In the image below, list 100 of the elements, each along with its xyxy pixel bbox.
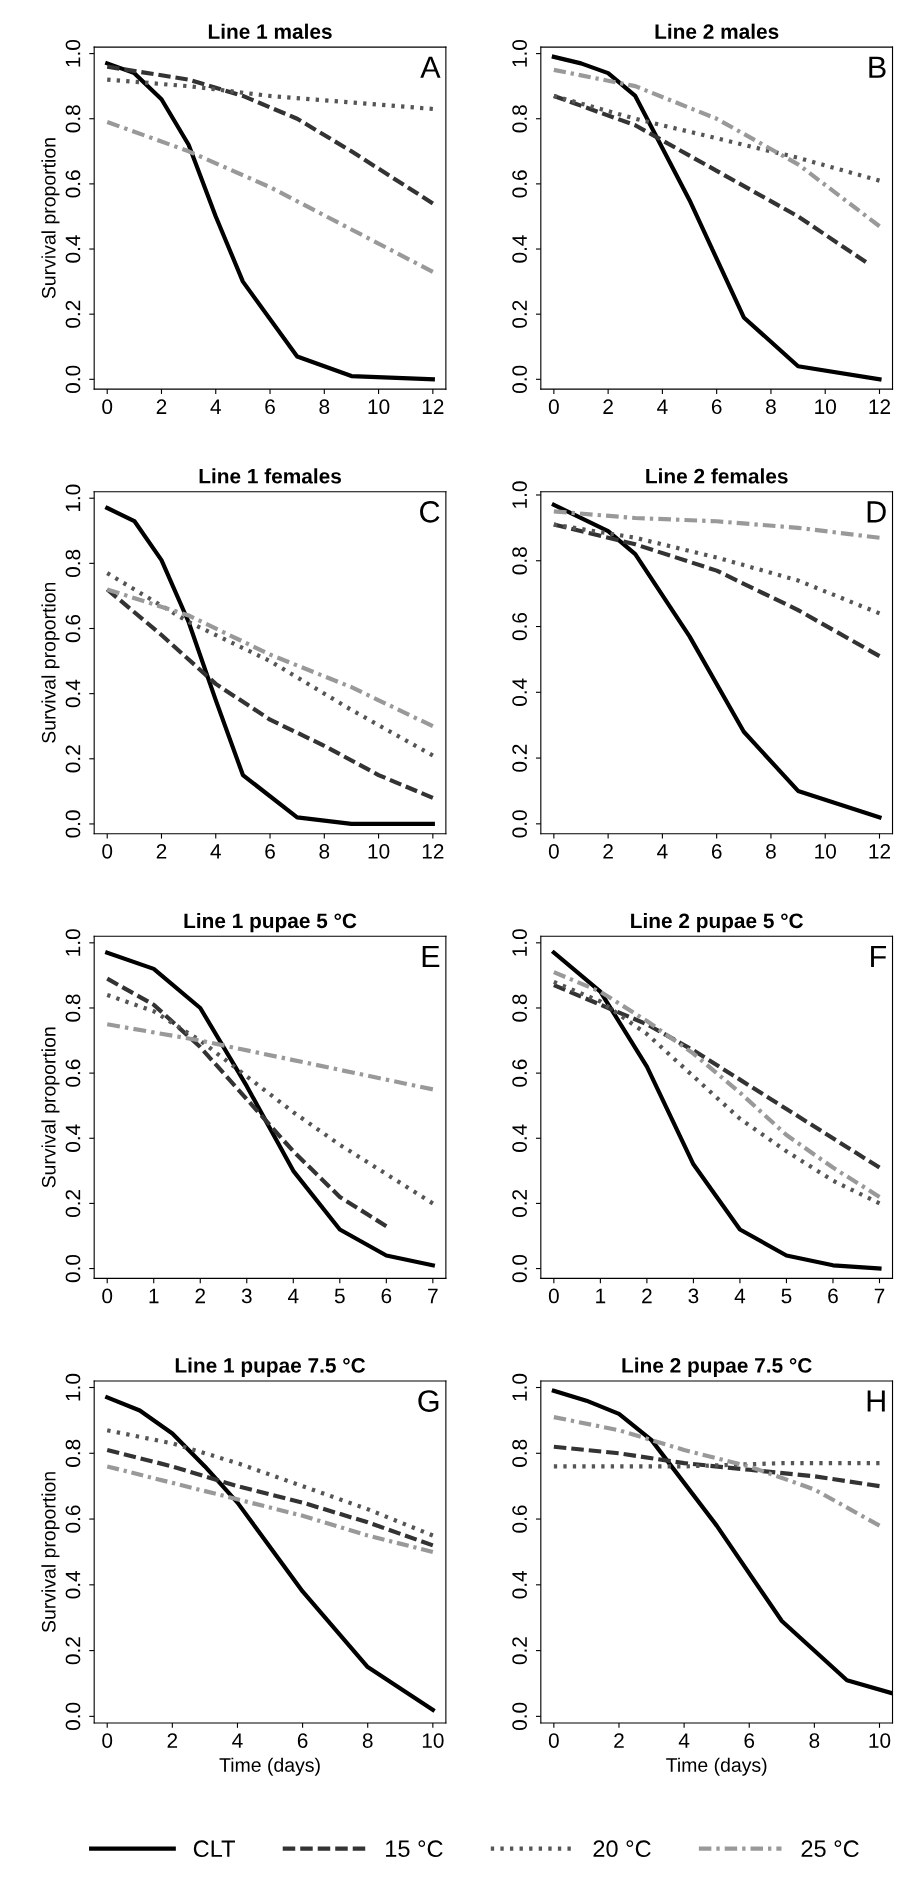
y-axis-title: Survival proportion <box>41 1472 60 1633</box>
y-tick-label: 0.2 <box>65 1189 81 1218</box>
x-tick-label: 6 <box>828 1288 838 1304</box>
x-tick-label: 8 <box>319 843 330 859</box>
line-series <box>105 1428 435 1538</box>
x-tick-label: 12 <box>869 399 891 414</box>
y-tick-label: 0.2 <box>512 1637 527 1665</box>
line-series <box>551 522 882 616</box>
annotation: D <box>867 501 886 523</box>
y-axis-title: Survival proportion <box>41 1027 60 1188</box>
x-tick-label: 0 <box>548 1733 559 1748</box>
y-tick-label: 0.8 <box>512 547 527 575</box>
y-tick-label: 1.0 <box>65 1373 81 1401</box>
legend-label: 20 °C <box>593 1840 651 1858</box>
line-series <box>105 1464 435 1555</box>
y-axis-title: Survival proportion <box>41 582 60 743</box>
x-tick-label: 0 <box>548 843 559 859</box>
line-series <box>551 522 882 659</box>
y-tick-label: 0.6 <box>65 614 81 643</box>
y-tick-label: 0.6 <box>65 1059 81 1087</box>
x-tick-label: 8 <box>319 399 330 415</box>
x-tick-label: 0 <box>548 1288 559 1304</box>
x-tick-label: 6 <box>297 1733 308 1748</box>
x-tick-label: 7 <box>428 1288 438 1304</box>
y-tick-label: 0.0 <box>512 1702 527 1731</box>
x-tick-label: 6 <box>265 399 275 415</box>
line-series <box>551 93 882 183</box>
y-tick-label: 0.2 <box>65 300 81 328</box>
y-tick-label: 0.8 <box>512 1439 527 1467</box>
line-series <box>105 1447 435 1548</box>
x-tick-label: 6 <box>744 1733 755 1748</box>
x-tick-label: 5 <box>781 1288 792 1304</box>
x-tick-label: 4 <box>210 844 221 859</box>
y-tick-label: 0.0 <box>65 365 81 393</box>
y-tick-label: 1.0 <box>65 39 81 67</box>
legend-label: 15 °C <box>386 1840 443 1858</box>
line-series <box>105 571 435 758</box>
x-tick-label: 8 <box>809 1733 820 1748</box>
y-tick-label: 1.0 <box>512 1373 527 1401</box>
y-tick-label: 0.0 <box>65 810 81 838</box>
y-tick-label: 0.2 <box>65 1637 81 1665</box>
x-tick-label: 2 <box>195 1288 205 1304</box>
chart-title: Line 1 females <box>199 468 341 484</box>
x-tick-label: 0 <box>548 399 559 415</box>
line-series <box>105 77 435 112</box>
annotation: C <box>420 501 440 523</box>
y-tick-label: 0.8 <box>65 549 81 578</box>
x-tick-label: 12 <box>422 399 444 414</box>
x-tick-label: 10 <box>815 399 836 415</box>
x-tick-label: 8 <box>766 843 776 859</box>
y-tick-label: 1.0 <box>512 39 527 67</box>
x-tick-label: 2 <box>156 843 167 859</box>
y-tick-label: 0.8 <box>512 994 527 1022</box>
x-tick-label: 10 <box>869 1733 891 1748</box>
chart-title: Line 2 females <box>646 468 788 484</box>
x-tick-label: 4 <box>232 1733 243 1748</box>
chart-title: Line 2 pupae 5 °C <box>631 912 804 933</box>
y-axis-title: Survival proportion <box>41 138 60 299</box>
y-tick-label: 0.6 <box>512 1059 527 1087</box>
y-tick-label: 1.0 <box>65 929 81 956</box>
line-series <box>551 1415 882 1528</box>
x-tick-label: 4 <box>657 399 668 414</box>
line-series <box>105 976 389 1229</box>
y-tick-label: 0.0 <box>512 1254 527 1283</box>
x-tick-label: 3 <box>688 1288 699 1304</box>
x-tick-label: 0 <box>102 399 113 415</box>
line-series <box>105 587 435 800</box>
annotation: H <box>867 1390 885 1412</box>
y-tick-label: 0.0 <box>65 1702 81 1731</box>
annotation: G <box>418 1390 439 1412</box>
y-tick-label: 1.0 <box>512 929 527 956</box>
y-tick-label: 0.2 <box>512 300 527 328</box>
x-tick-label: 1 <box>596 1288 606 1304</box>
x-axis-title: Time (days) <box>219 1757 320 1776</box>
line-series <box>105 587 435 729</box>
y-tick-label: 0.8 <box>512 105 527 133</box>
legend-label: CLT <box>193 1840 235 1858</box>
annotation: A <box>420 56 441 78</box>
x-tick-label: 6 <box>711 843 722 859</box>
x-tick-label: 2 <box>603 843 613 859</box>
chart-title: Line 2 males <box>655 23 779 39</box>
y-tick-label: 0.0 <box>65 1254 81 1283</box>
y-tick-label: 1.0 <box>512 481 527 508</box>
x-tick-label: 0 <box>102 843 113 859</box>
y-tick-label: 0.4 <box>512 1124 527 1152</box>
x-tick-label: 8 <box>766 399 776 415</box>
x-tick-label: 2 <box>156 399 167 414</box>
y-tick-label: 0.4 <box>65 1124 81 1152</box>
y-tick-label: 0.6 <box>65 1505 81 1533</box>
annotation: F <box>871 945 887 968</box>
x-tick-label: 6 <box>711 399 722 415</box>
y-tick-label: 0.0 <box>512 365 527 393</box>
y-tick-label: 0.4 <box>512 678 527 706</box>
x-tick-label: 0 <box>102 1288 113 1304</box>
y-tick-label: 0.8 <box>65 1439 81 1467</box>
y-tick-label: 0.6 <box>65 170 81 198</box>
x-tick-label: 5 <box>334 1288 345 1304</box>
chart-title: Line 1 pupae 5 °C <box>184 912 357 933</box>
chart-title: Line 1 pupae 7.5 °C <box>175 1357 366 1377</box>
x-tick-label: 3 <box>241 1288 252 1304</box>
